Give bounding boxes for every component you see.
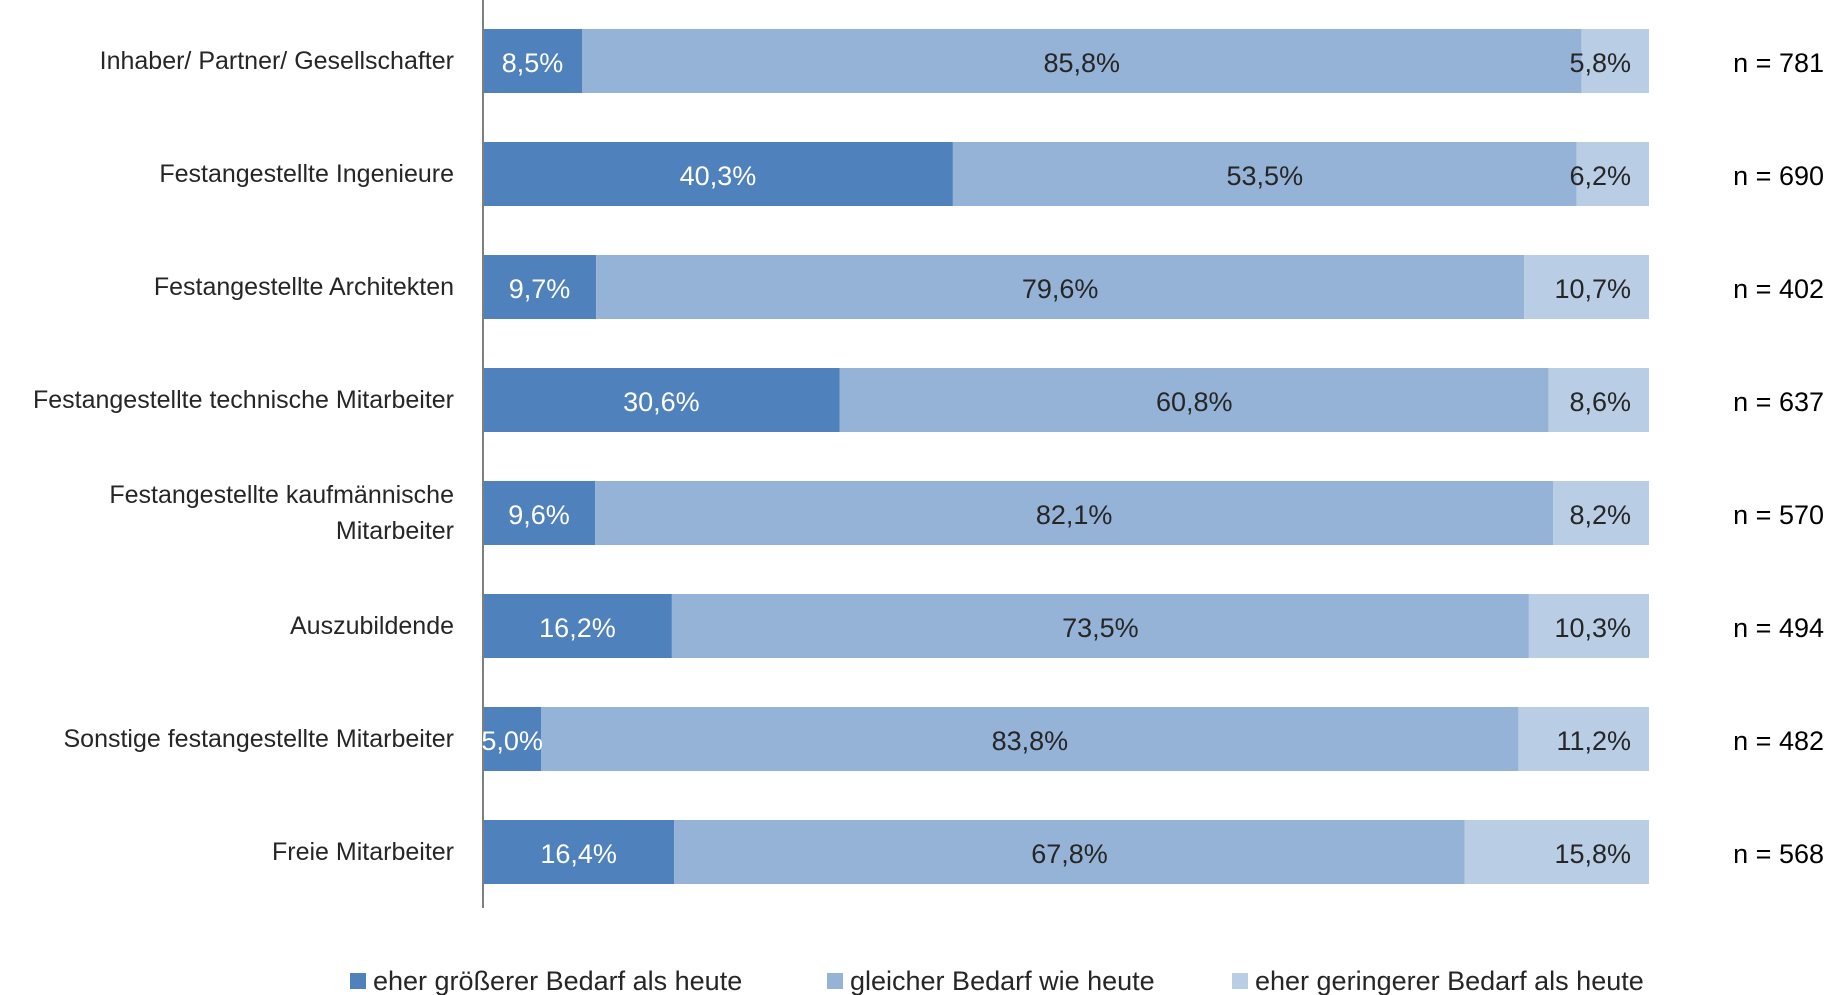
sample-size-label: n = 690 <box>1733 161 1824 191</box>
data-label: 85,8% <box>1043 48 1120 78</box>
category-label: Festangestellte kaufmännische <box>109 481 454 509</box>
sample-size-label: n = 637 <box>1733 387 1824 417</box>
data-label: 83,8% <box>992 726 1069 756</box>
bar-segment-3 <box>1464 820 1649 884</box>
category-label: Auszubildende <box>290 612 454 640</box>
bar-segment-1 <box>483 707 542 771</box>
data-label: 40,3% <box>680 161 757 191</box>
sample-size-label: n = 781 <box>1733 48 1824 78</box>
sample-size-label: n = 570 <box>1733 500 1824 530</box>
data-label: 30,6% <box>623 387 700 417</box>
bar-segment-1 <box>483 594 672 658</box>
bar-segment-3 <box>1528 594 1649 658</box>
data-label: 5,0% <box>481 726 543 756</box>
data-label: 9,7% <box>509 274 571 304</box>
bar-segment-3 <box>1581 29 1649 93</box>
sample-size-label: n = 402 <box>1733 274 1824 304</box>
category-label: Festangestellte Ingenieure <box>159 160 454 188</box>
bar-segment-1 <box>483 820 675 884</box>
bar-segment-1 <box>483 142 953 206</box>
data-label: 16,2% <box>539 613 616 643</box>
data-label: 53,5% <box>1227 161 1304 191</box>
category-label: Festangestellte technische Mitarbeiter <box>33 386 454 414</box>
category-label: Sonstige festangestellte Mitarbeiter <box>64 725 455 753</box>
legend-swatch <box>1232 973 1248 989</box>
data-label: 5,8% <box>1569 48 1631 78</box>
bar-segment-2 <box>595 481 1554 545</box>
bar-segment-2 <box>674 820 1465 884</box>
bar-segment-1 <box>483 481 596 545</box>
bar-segment-2 <box>671 594 1529 658</box>
sample-size-label: n = 568 <box>1733 839 1824 869</box>
category-label: Festangestellte Architekten <box>154 273 454 301</box>
legend-label: eher geringerer Bedarf als heute <box>1255 966 1644 995</box>
bar-segment-3 <box>1576 142 1649 206</box>
bar-segment-3 <box>1553 481 1649 545</box>
category-label: Mitarbeiter <box>336 517 454 545</box>
category-label: Inhaber/ Partner/ Gesellschafter <box>100 47 454 75</box>
bar-segment-2 <box>952 142 1577 206</box>
legend: eher größerer Bedarf als heute gleicher B… <box>350 966 1644 995</box>
sample-size-label: n = 482 <box>1733 726 1824 756</box>
labels-layer: Inhaber/ Partner/ Gesellschafter 8,5% 85,8… <box>33 47 1824 869</box>
legend-swatch <box>350 973 366 989</box>
legend-label: eher größerer Bedarf als heute <box>373 966 742 995</box>
sample-size-label: n = 494 <box>1733 613 1824 643</box>
data-label: 10,3% <box>1554 613 1631 643</box>
bar-segment-3 <box>1524 255 1649 319</box>
bar-segment-2 <box>541 707 1519 771</box>
data-label: 11,2% <box>1556 726 1631 756</box>
data-label: 67,8% <box>1031 839 1108 869</box>
bar-segment-3 <box>1548 368 1649 432</box>
bar-segment-3 <box>1518 707 1649 771</box>
data-label: 9,6% <box>508 500 570 530</box>
legend-swatch <box>827 973 843 989</box>
bar-segment-2 <box>582 29 1582 93</box>
data-label: 82,1% <box>1036 500 1113 530</box>
data-label: 73,5% <box>1062 613 1139 643</box>
data-label: 10,7% <box>1554 274 1631 304</box>
data-label: 60,8% <box>1156 387 1233 417</box>
bars-layer <box>483 29 1649 884</box>
category-label: Freie Mitarbeiter <box>272 838 454 866</box>
data-label: 16,4% <box>540 839 617 869</box>
data-label: 8,2% <box>1569 500 1631 530</box>
bar-segment-2 <box>839 368 1549 432</box>
data-label: 79,6% <box>1022 274 1099 304</box>
data-label: 8,5% <box>502 48 564 78</box>
data-label: 15,8% <box>1554 839 1631 869</box>
data-label: 8,6% <box>1569 387 1631 417</box>
bar-segment-1 <box>483 368 840 432</box>
bar-segment-1 <box>483 29 583 93</box>
bar-segment-1 <box>483 255 597 319</box>
bar-segment-2 <box>596 255 1525 319</box>
data-label: 6,2% <box>1569 161 1631 191</box>
legend-label: gleicher Bedarf wie heute <box>850 966 1155 995</box>
